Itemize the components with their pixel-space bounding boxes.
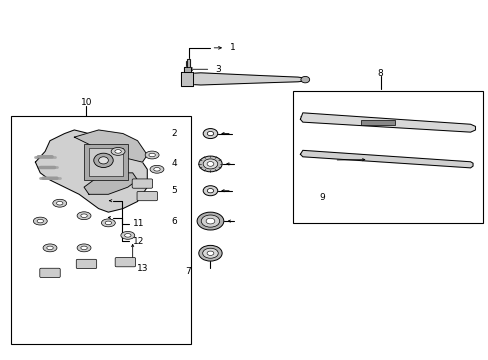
Ellipse shape — [37, 219, 43, 223]
Bar — [292, 91, 482, 223]
Ellipse shape — [81, 246, 87, 249]
Polygon shape — [84, 173, 137, 194]
FancyBboxPatch shape — [76, 259, 97, 269]
Text: 8: 8 — [377, 69, 383, 78]
FancyBboxPatch shape — [137, 192, 157, 201]
Bar — [11, 116, 191, 344]
Text: 2: 2 — [171, 129, 177, 138]
Ellipse shape — [206, 251, 213, 255]
Ellipse shape — [111, 148, 125, 156]
Text: 3: 3 — [214, 65, 220, 74]
Ellipse shape — [153, 167, 160, 171]
Ellipse shape — [81, 214, 87, 217]
Text: 10: 10 — [81, 98, 92, 107]
Ellipse shape — [203, 129, 217, 139]
Ellipse shape — [206, 162, 213, 166]
Polygon shape — [187, 59, 190, 67]
Text: 13: 13 — [136, 264, 148, 273]
Ellipse shape — [199, 156, 222, 172]
Bar — [89, 148, 122, 176]
Ellipse shape — [77, 244, 91, 252]
Text: 7: 7 — [185, 267, 191, 276]
Ellipse shape — [199, 246, 222, 261]
Ellipse shape — [77, 212, 91, 220]
Ellipse shape — [115, 150, 121, 153]
Polygon shape — [188, 73, 307, 85]
Polygon shape — [35, 130, 147, 212]
Ellipse shape — [207, 189, 213, 193]
Polygon shape — [300, 150, 472, 168]
FancyBboxPatch shape — [40, 268, 60, 278]
Text: 11: 11 — [132, 219, 144, 228]
Ellipse shape — [300, 76, 309, 83]
Ellipse shape — [94, 153, 113, 167]
Ellipse shape — [121, 231, 135, 239]
Ellipse shape — [197, 212, 224, 230]
Ellipse shape — [203, 159, 217, 169]
Ellipse shape — [149, 153, 155, 157]
Polygon shape — [183, 67, 191, 72]
Text: 1: 1 — [229, 43, 235, 52]
Polygon shape — [74, 130, 147, 162]
Ellipse shape — [201, 215, 219, 227]
Text: 9: 9 — [319, 193, 325, 202]
Ellipse shape — [145, 151, 159, 159]
Ellipse shape — [105, 221, 111, 225]
Ellipse shape — [101, 219, 115, 227]
Ellipse shape — [53, 199, 66, 207]
Polygon shape — [181, 72, 193, 86]
Ellipse shape — [99, 157, 108, 164]
Bar — [361, 120, 394, 125]
Ellipse shape — [47, 246, 53, 249]
Bar — [84, 144, 127, 180]
FancyBboxPatch shape — [132, 179, 152, 188]
Ellipse shape — [43, 244, 57, 252]
FancyBboxPatch shape — [115, 257, 135, 267]
Text: 12: 12 — [132, 237, 144, 246]
Ellipse shape — [203, 186, 217, 196]
Ellipse shape — [202, 248, 218, 258]
Text: 5: 5 — [171, 186, 177, 195]
Ellipse shape — [150, 165, 163, 173]
Ellipse shape — [33, 217, 47, 225]
Ellipse shape — [57, 202, 63, 205]
Text: 6: 6 — [171, 217, 177, 226]
Ellipse shape — [124, 234, 131, 237]
Polygon shape — [300, 113, 474, 132]
Ellipse shape — [205, 218, 214, 224]
Ellipse shape — [207, 131, 213, 136]
Text: 4: 4 — [171, 159, 177, 168]
